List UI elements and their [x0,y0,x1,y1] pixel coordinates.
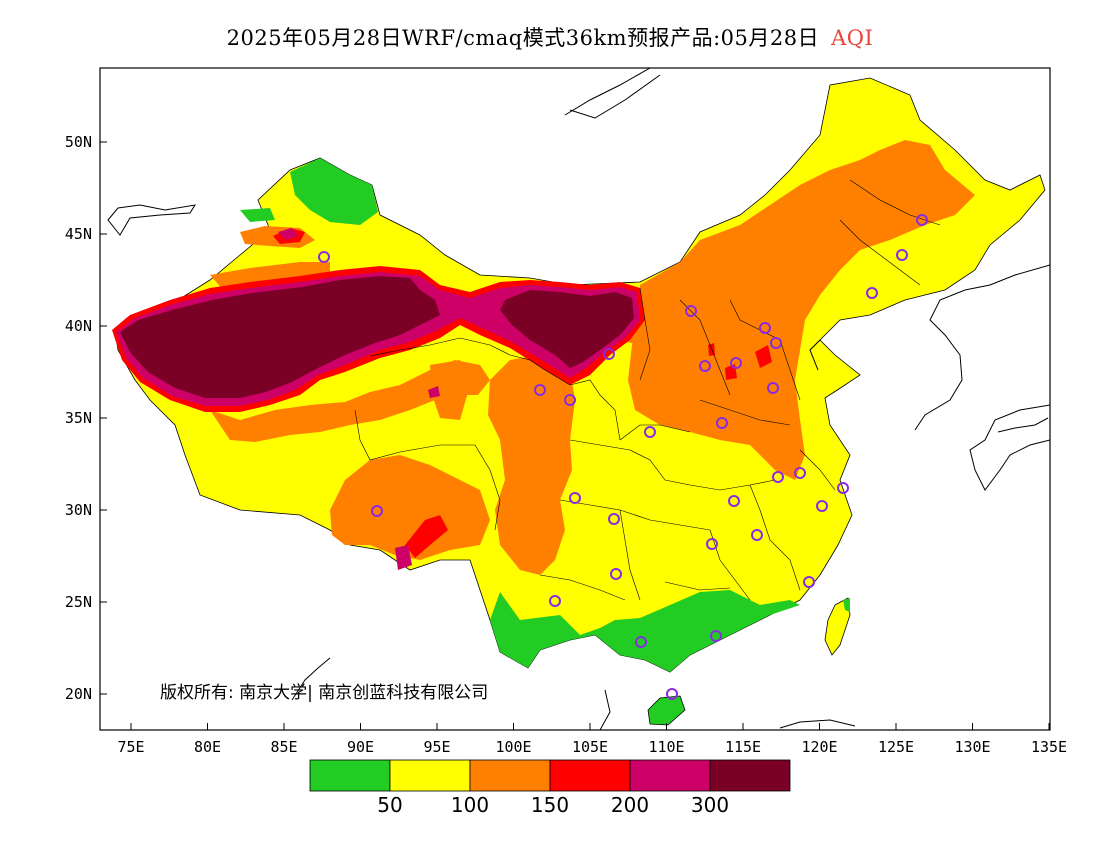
colorbar-label: 200 [611,793,649,817]
lon-tick-label: 85E [270,738,297,756]
colorbar-swatch [389,759,471,792]
colorbar-label: 100 [451,793,489,817]
colorbar-swatch [709,759,791,792]
orange-tarim-rim [210,360,490,442]
dark-red-tarim [120,276,440,398]
green-south-china [490,590,800,672]
colorbar-swatch [309,759,391,792]
lat-tick-label: 50N [65,133,92,151]
title-variable: AQI [831,26,874,50]
green-xinjiang-north [290,158,378,225]
neighbour-coastlines [107,68,1050,730]
map-fields [107,68,1050,730]
copyright-text: 版权所有: 南京大学| 南京创蓝科技有限公司 [160,683,489,703]
lat-tick-label: 30N [65,501,92,519]
colorbar-label: 150 [531,793,569,817]
colorbar-swatch [549,759,631,792]
lat-tick-label: 25N [65,593,92,611]
lon-tick-label: 115E [725,738,761,756]
lon-tick-label: 105E [572,738,608,756]
province-boundaries [354,179,941,601]
colorbar-swatch [469,759,551,792]
lat-tick-label: 35N [65,409,92,427]
city-markers [318,214,928,700]
lon-tick-label: 120E [801,738,837,756]
orange-north-china [628,140,975,480]
lat-axis: 20N 25N 30N 35N 40N 45N 50N [65,133,107,703]
dark-red-alxa [500,290,634,368]
orange-tibet-south [330,455,490,560]
map-frame [99,67,1051,731]
lon-axis: 75E 80E 85E 90E 95E 100E 105E 110E 115E 120E 125E 1… [117,723,1067,756]
lon-tick-label: 135E [1031,738,1067,756]
map-title: 2025年05月28日WRF/cmaq模式36km预报产品:05月28日 AQI [0,22,1100,52]
aqi-colorbar: 50 100 150 200 300 [309,759,791,817]
colorbar-label: 50 [377,793,402,817]
lon-tick-label: 130E [954,738,990,756]
lon-tick-label: 80E [194,738,221,756]
lon-tick-label: 75E [117,738,144,756]
lon-tick-label: 125E [878,738,914,756]
colorbar-label: 300 [691,793,729,817]
orange-sichuan [488,355,575,575]
lon-tick-label: 90E [347,738,374,756]
lat-tick-label: 45N [65,225,92,243]
lon-tick-label: 95E [423,738,450,756]
lat-tick-label: 20N [65,685,92,703]
title-text: 2025年05月28日WRF/cmaq模式36km预报产品:05月28日 [226,26,820,50]
lat-tick-label: 40N [65,317,92,335]
hainan-island [647,695,686,726]
lon-tick-label: 100E [495,738,531,756]
lon-tick-label: 110E [648,738,684,756]
colorbar-swatch [629,759,711,792]
